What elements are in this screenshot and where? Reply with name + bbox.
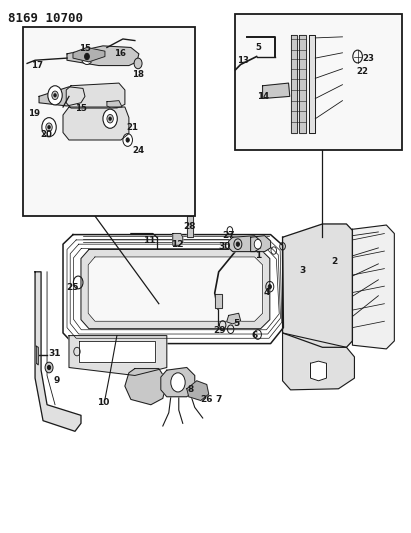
Polygon shape — [229, 236, 261, 252]
Polygon shape — [63, 235, 283, 344]
Text: 5: 5 — [255, 43, 261, 52]
Text: 20: 20 — [40, 130, 52, 139]
Circle shape — [47, 366, 51, 369]
Polygon shape — [161, 368, 195, 397]
Circle shape — [109, 117, 111, 120]
Polygon shape — [69, 336, 167, 375]
Polygon shape — [187, 381, 209, 400]
Text: 21: 21 — [127, 123, 139, 132]
Polygon shape — [107, 101, 122, 108]
Polygon shape — [81, 249, 270, 329]
Polygon shape — [251, 236, 270, 252]
Text: 1: 1 — [256, 252, 262, 260]
Text: 8169 10700: 8169 10700 — [7, 12, 83, 26]
Text: 8: 8 — [188, 385, 194, 394]
Circle shape — [46, 123, 52, 132]
Text: 28: 28 — [184, 222, 196, 231]
Text: 9: 9 — [54, 376, 60, 385]
Polygon shape — [125, 368, 167, 405]
Text: 15: 15 — [75, 103, 87, 112]
Text: 27: 27 — [222, 231, 235, 240]
Bar — [23, 27, 195, 216]
Polygon shape — [283, 224, 352, 348]
Text: 16: 16 — [114, 50, 126, 58]
Text: 11: 11 — [143, 237, 155, 246]
Polygon shape — [73, 47, 105, 62]
Text: 5: 5 — [233, 319, 240, 328]
Text: 15: 15 — [79, 44, 91, 53]
Circle shape — [48, 86, 62, 105]
Bar — [235, 14, 402, 150]
Text: 6: 6 — [252, 331, 258, 340]
Polygon shape — [310, 361, 326, 381]
Circle shape — [52, 91, 58, 100]
Text: 18: 18 — [132, 70, 144, 78]
Polygon shape — [283, 333, 354, 390]
Circle shape — [268, 285, 271, 289]
Circle shape — [134, 58, 142, 69]
Text: 12: 12 — [171, 240, 183, 249]
Text: 31: 31 — [48, 349, 60, 358]
Circle shape — [45, 362, 53, 373]
Polygon shape — [291, 35, 297, 133]
Text: 30: 30 — [219, 242, 231, 251]
Text: 7: 7 — [215, 395, 222, 404]
Polygon shape — [173, 233, 183, 245]
Polygon shape — [263, 83, 290, 99]
Polygon shape — [35, 272, 81, 431]
Circle shape — [236, 242, 240, 246]
Text: 17: 17 — [31, 61, 43, 70]
Circle shape — [54, 94, 56, 97]
Polygon shape — [88, 257, 263, 321]
Text: 14: 14 — [257, 92, 270, 101]
Text: 25: 25 — [67, 283, 79, 292]
Polygon shape — [352, 225, 394, 349]
Text: 22: 22 — [356, 68, 368, 76]
Polygon shape — [227, 313, 241, 324]
Text: 24: 24 — [132, 146, 144, 155]
Circle shape — [81, 49, 93, 64]
Polygon shape — [79, 341, 155, 362]
Circle shape — [42, 118, 56, 137]
Text: 13: 13 — [237, 56, 249, 64]
Circle shape — [48, 126, 50, 129]
Text: 26: 26 — [201, 395, 213, 404]
Text: 19: 19 — [28, 109, 40, 118]
Circle shape — [126, 138, 129, 142]
Polygon shape — [67, 46, 139, 66]
Polygon shape — [215, 294, 222, 308]
Polygon shape — [309, 35, 314, 133]
Polygon shape — [39, 87, 85, 106]
Circle shape — [85, 53, 89, 60]
Text: 10: 10 — [97, 398, 109, 407]
Circle shape — [103, 109, 117, 128]
Polygon shape — [299, 35, 306, 133]
Text: 23: 23 — [363, 54, 374, 62]
Circle shape — [171, 373, 185, 392]
Circle shape — [254, 239, 261, 249]
Text: 3: 3 — [299, 266, 306, 275]
Polygon shape — [36, 346, 38, 365]
Text: 2: 2 — [331, 257, 337, 265]
Circle shape — [123, 134, 132, 147]
Polygon shape — [63, 107, 129, 140]
Text: 29: 29 — [213, 326, 226, 335]
Text: 4: 4 — [263, 287, 270, 296]
Polygon shape — [66, 83, 125, 108]
Polygon shape — [187, 216, 193, 237]
Circle shape — [107, 115, 113, 123]
